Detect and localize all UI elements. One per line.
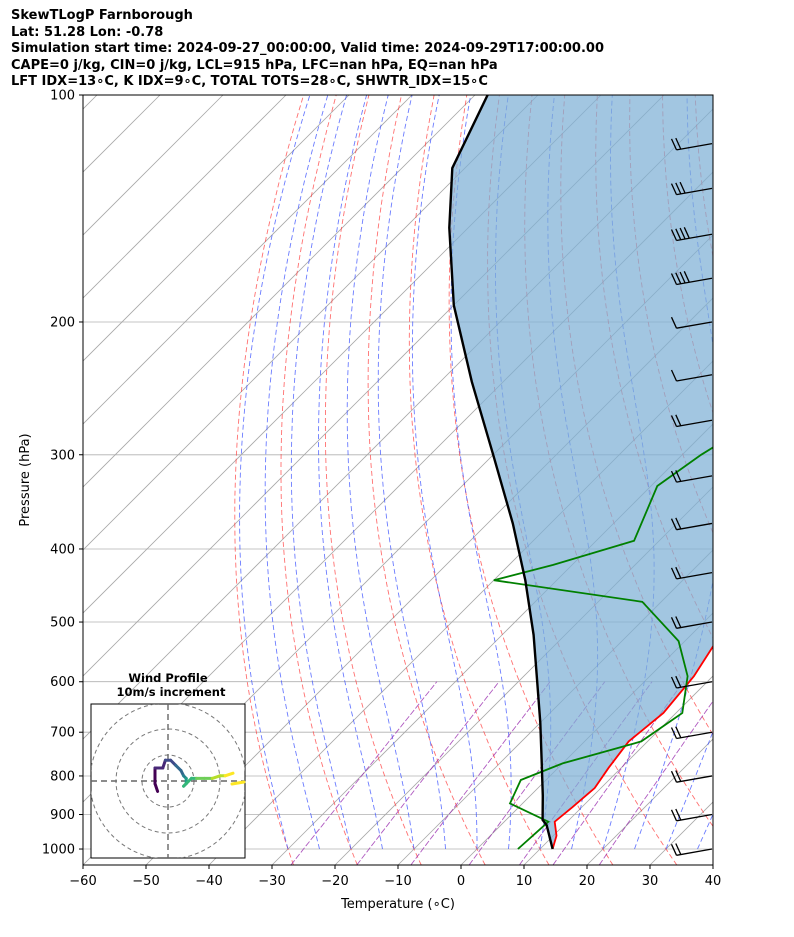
- dry-adiabat-line: [367, 95, 486, 865]
- chart-title: SkewTLogP Farnborough: [11, 8, 193, 23]
- cin-shaded-area: [449, 95, 713, 849]
- mixing-ratio-line: [290, 681, 438, 865]
- y-tick-label: 400: [50, 542, 75, 557]
- index-line: LFT IDX=13∘C, K IDX=9∘C, TOTAL TOTS=28∘C…: [11, 74, 488, 89]
- stability-line: CAPE=0 j/kg, CIN=0 j/kg, LCL=915 hPa, LF…: [11, 57, 498, 73]
- isotherm-line: [83, 95, 350, 362]
- y-tick-label: 1000: [42, 843, 75, 858]
- dry-adiabat-line: [408, 95, 550, 865]
- moist-adiabat-line: [450, 95, 512, 850]
- y-tick-label: 900: [50, 808, 75, 823]
- wind-barb: [670, 181, 713, 196]
- isotherm-line: [397, 549, 713, 865]
- wind-barb: [670, 271, 713, 286]
- wind-barb: [670, 808, 713, 822]
- x-tick-label: 0: [457, 874, 465, 889]
- wind-barb: [670, 843, 713, 856]
- dry-adiabat-line: [324, 95, 422, 865]
- cape-shading: [449, 95, 713, 849]
- mixing-ratio-line: [356, 681, 500, 865]
- y-tick-label: 300: [50, 448, 75, 463]
- moist-adiabat-line: [411, 95, 478, 849]
- y-tick-label: 700: [50, 726, 75, 741]
- wind-barb: [670, 566, 713, 580]
- isotherm-line: [776, 95, 794, 865]
- isotherm-line: [83, 95, 287, 299]
- x-tick-label: 20: [579, 874, 596, 889]
- wind-barb: [670, 770, 713, 783]
- moist-adiabat-line: [761, 95, 794, 849]
- x-tick-label: −50: [132, 874, 159, 889]
- x-tick-label: −40: [195, 874, 222, 889]
- hodograph-trace-segment: [223, 771, 235, 778]
- moist-adiabat-line: [634, 95, 713, 850]
- dry-adiabat-line: [234, 95, 305, 865]
- isotherm-line: [334, 486, 713, 865]
- moist-adiabat-line: [377, 95, 446, 850]
- x-tick-label: −30: [258, 874, 285, 889]
- isotherm-line: [83, 95, 98, 110]
- parcel-line: [448, 95, 554, 850]
- wind-barb: [670, 369, 713, 382]
- hodograph-subtitle: 10m/s increment: [117, 685, 226, 699]
- isotherm-line: [83, 95, 224, 236]
- moist-adiabat-line: [346, 95, 415, 850]
- moist-adiabat-line: [665, 730, 713, 850]
- wind-barb: [670, 414, 713, 428]
- hodograph-trace-segment: [230, 780, 246, 786]
- wind-barb: [670, 675, 713, 689]
- wind-barb: [670, 137, 713, 151]
- location-line: Lat: 51.28 Lon: -0.78: [11, 24, 164, 40]
- temperature-line: [551, 644, 713, 850]
- y-axis-label: Pressure (hPa): [18, 433, 33, 526]
- wind-barbs: [670, 137, 713, 856]
- isotherm-line: [83, 95, 413, 425]
- y-tick-label: 500: [50, 616, 75, 631]
- isotherm-line: [523, 675, 713, 865]
- y-tick-label: 800: [50, 769, 75, 784]
- dry-adiabat-line: [280, 95, 358, 865]
- dry-adiabat-line: [728, 95, 794, 865]
- hodograph-trace-segment: [182, 776, 193, 788]
- hodograph-title: Wind Profile: [128, 671, 208, 685]
- y-tick-label: 600: [50, 675, 75, 690]
- moist-adiabat-line: [239, 95, 311, 850]
- dewpoint-line: [493, 446, 713, 850]
- dry-adiabat-line: [760, 95, 794, 865]
- wind-barb: [670, 227, 713, 242]
- moist-adiabat-line: [729, 95, 794, 849]
- dry-adiabat-line: [448, 95, 614, 865]
- x-tick-label: −20: [321, 874, 348, 889]
- x-tick-label: 30: [642, 874, 659, 889]
- isotherm-line: [712, 864, 713, 865]
- mixing-ratio-line: [598, 700, 713, 865]
- x-tick-label: −10: [384, 874, 411, 889]
- wind-barb: [670, 616, 713, 629]
- moist-adiabat-line: [318, 95, 383, 850]
- x-tick-label: 10: [516, 874, 533, 889]
- x-axis-label: Temperature (∘C): [340, 897, 455, 912]
- isotherm-line: [83, 95, 476, 488]
- y-tick-label: 100: [50, 89, 75, 104]
- chart-header: SkewTLogP Farnborough Lat: 51.28 Lon: -0…: [11, 8, 604, 91]
- wind-barb: [670, 726, 713, 740]
- time-line: Simulation start time: 2024-09-27_00:00:…: [11, 41, 604, 56]
- profile-lines: [448, 95, 713, 850]
- wind-barb: [670, 517, 713, 531]
- mixing-ratio-line: [410, 681, 551, 865]
- x-tick-label: 40: [705, 874, 722, 889]
- moist-adiabat-line: [264, 95, 329, 850]
- isotherm-line: [83, 95, 539, 551]
- moist-adiabat-line: [290, 95, 352, 850]
- wind-barb: [670, 470, 713, 483]
- axis-ticks: −60 −50 −40 −30 −20 −10 0 10 20 30 40 1000 900 800 700…: [42, 89, 721, 890]
- wind-barb: [670, 316, 713, 329]
- y-tick-label: 200: [50, 315, 75, 330]
- x-tick-label: −60: [69, 874, 96, 889]
